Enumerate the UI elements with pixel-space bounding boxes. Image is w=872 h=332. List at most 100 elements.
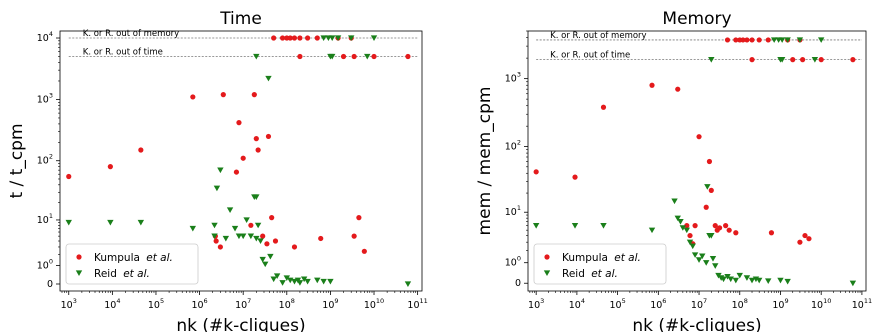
kumpula-point <box>314 35 320 41</box>
reid-point <box>107 219 114 226</box>
kumpula-point <box>818 57 824 63</box>
x-tick-label: 1010 <box>811 297 831 311</box>
kumpula-point <box>740 37 746 43</box>
kumpula-point <box>260 233 266 239</box>
kumpula-point <box>692 223 698 229</box>
reid-point <box>736 272 743 279</box>
y-tick-label: 102 <box>505 139 521 153</box>
kumpula-point <box>749 37 755 43</box>
kumpula-point <box>675 86 681 92</box>
memory-chart: Memory nk (#k-cliques) mem / mem_cpm 103 104… <box>475 9 872 332</box>
legend-reid-marker <box>543 270 551 276</box>
reid-point <box>211 233 218 240</box>
reid-point <box>235 233 243 240</box>
legend-kumpula-marker <box>76 254 82 260</box>
kumpula-point <box>291 244 298 250</box>
kumpula-point <box>340 53 347 60</box>
kumpula-point <box>572 174 578 180</box>
reid-point <box>273 273 281 279</box>
reid-point <box>65 219 72 226</box>
reid-point <box>708 57 715 63</box>
kumpula-point <box>733 37 739 43</box>
reid-point <box>778 57 786 63</box>
kumpula-point <box>768 230 775 236</box>
kumpula-point <box>213 238 219 244</box>
reid-point <box>674 215 681 222</box>
x-tick-label: 104 <box>569 297 585 311</box>
kumpula-point <box>797 239 803 245</box>
reid-point <box>743 275 751 281</box>
reid-point <box>748 277 756 284</box>
reid-point <box>348 35 355 42</box>
reid-point <box>247 233 255 240</box>
reid-point <box>679 225 687 231</box>
reid-point <box>849 280 857 287</box>
kumpula-point <box>236 120 242 126</box>
time-chart: Time nk (#k-cliques) t / t_cpm 103 104 105 106… <box>7 9 428 332</box>
kumpula-point <box>405 53 411 60</box>
reid-point <box>189 225 197 232</box>
reid-point <box>712 263 719 269</box>
legend-label: Reid et al. <box>94 268 150 280</box>
kumpula-point <box>287 35 293 41</box>
y-tick-label: 0 <box>47 279 53 290</box>
reid-point <box>600 223 607 229</box>
kumpula-point <box>687 232 693 239</box>
reid-point <box>727 276 734 283</box>
kumpula-point <box>703 204 709 210</box>
reid-point <box>691 252 699 258</box>
reid-point <box>320 35 327 42</box>
kumpula-point <box>190 94 196 100</box>
kumpula-point <box>66 173 72 180</box>
kumpula-point <box>255 147 261 153</box>
reid-point <box>137 219 145 226</box>
x-axis-label: nk (#k-cliques) <box>176 316 305 332</box>
kumpula-point <box>371 53 377 60</box>
reid-point <box>703 260 710 266</box>
x-tick-label: 106 <box>650 297 666 311</box>
y-tick-label: 101 <box>37 212 53 226</box>
kumpula-point <box>264 241 270 247</box>
kumpula-point <box>305 35 311 41</box>
kumpula-point <box>297 35 303 41</box>
x-tick-label: 109 <box>322 297 338 311</box>
kumpula-point <box>240 155 246 161</box>
y-axis-label: mem / mem_cpm <box>475 87 495 236</box>
reid-point <box>364 53 371 60</box>
reid-point <box>784 37 791 43</box>
x-axis-label: nk (#k-cliques) <box>632 316 761 332</box>
kumpula-point <box>220 92 226 98</box>
kumpula-point <box>756 37 762 43</box>
reid-point <box>709 255 717 262</box>
reid-point <box>677 219 684 225</box>
x-tick-label: 103 <box>61 297 77 311</box>
reid-point <box>231 225 239 232</box>
kumpula-point <box>107 164 113 170</box>
reid-point <box>254 222 262 229</box>
reid-point <box>648 227 656 234</box>
x-tick-label: 103 <box>528 297 544 311</box>
kumpula-point <box>248 222 254 228</box>
reference-line-label: K. or R. out of time <box>550 51 630 61</box>
reid-point <box>370 35 378 42</box>
reid-point <box>755 277 763 284</box>
x-tick-label: 105 <box>609 297 625 311</box>
time-chart-panel: Time nk (#k-cliques) t / t_cpm 103 104 105 106… <box>7 9 428 332</box>
reid-point <box>770 37 778 43</box>
reid-point <box>270 276 277 283</box>
kumpula-point <box>600 104 607 110</box>
x-tick-label: 1011 <box>852 297 872 311</box>
reid-point <box>811 57 819 63</box>
kumpula-point <box>351 53 357 60</box>
reid-point <box>695 257 703 263</box>
kumpula-point <box>723 223 729 229</box>
kumpula-point <box>233 169 240 175</box>
reference-line-label: K. or R. out of time <box>83 48 163 58</box>
reid-point <box>222 235 230 242</box>
legend-box <box>65 243 199 285</box>
kumpula-point <box>696 134 702 140</box>
reid-point <box>262 261 269 268</box>
kumpula-point <box>800 57 806 63</box>
reid-point <box>296 280 304 286</box>
kumpula-point <box>265 133 272 140</box>
